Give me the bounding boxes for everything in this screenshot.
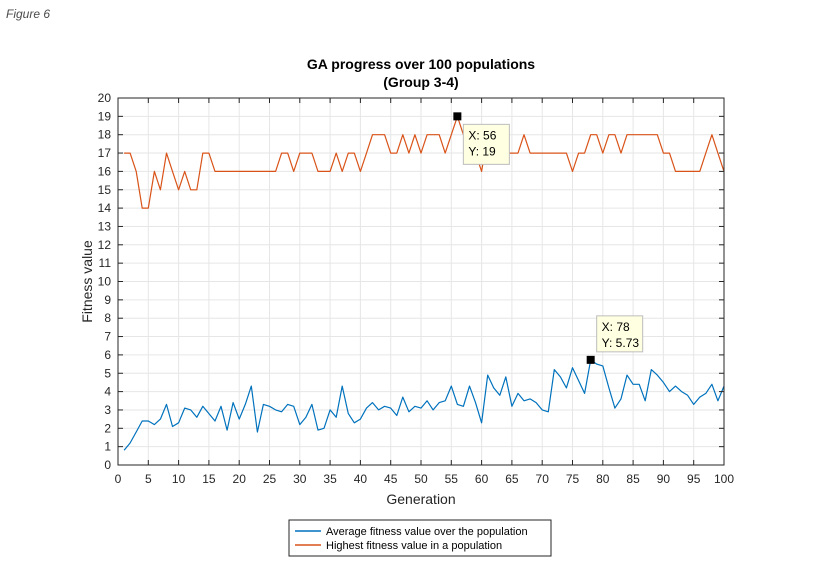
x-tick-label: 40 (354, 472, 368, 486)
y-tick-label: 20 (98, 91, 112, 105)
datatip-y-label: Y: 5.73 (602, 336, 640, 350)
x-tick-label: 35 (323, 472, 337, 486)
x-tick-label: 20 (233, 472, 247, 486)
y-tick-label: 18 (98, 128, 112, 142)
y-tick-label: 9 (104, 293, 111, 307)
y-tick-label: 1 (104, 440, 111, 454)
datatip[interactable]: X: 78 Y: 5.73 (586, 315, 644, 364)
legend-entry-label: Average fitness value over the populatio… (326, 526, 528, 538)
y-tick-label: 4 (104, 385, 111, 399)
datatip-x-label: X: 56 (468, 128, 496, 142)
series-line-average-fitness (123, 359, 725, 451)
chart-title: GA progress over 100 populations (307, 56, 535, 72)
x-tick-label: 55 (445, 472, 459, 486)
x-tick-label: 5 (145, 472, 152, 486)
y-tick-label: 2 (104, 421, 111, 435)
y-tick-label: 10 (98, 275, 112, 289)
y-tick-label: 12 (98, 238, 112, 252)
y-tick-label: 13 (98, 219, 112, 233)
y-tick-label: 6 (104, 348, 111, 362)
x-tick-label: 95 (687, 472, 701, 486)
datatips[interactable]: X: 56 Y: 19 X: 78 Y: 5.73 (453, 112, 644, 364)
x-tick-label: 10 (172, 472, 186, 486)
x-tick-label: 0 (115, 472, 122, 486)
x-tick-label: 15 (202, 472, 216, 486)
legend-entry-label: Highest fitness value in a population (326, 540, 502, 552)
x-tick-label: 90 (657, 472, 671, 486)
y-tick-label: 14 (98, 201, 112, 215)
y-tick-label: 7 (104, 330, 111, 344)
series-line-highest-fitness (124, 115, 725, 209)
x-tick-label: 70 (536, 472, 550, 486)
datatip-x-label: X: 78 (602, 320, 630, 334)
y-tick-label: 17 (98, 146, 112, 160)
x-tick-label: 25 (263, 472, 277, 486)
datatip-marker[interactable] (453, 112, 462, 121)
y-tick-label: 15 (98, 183, 112, 197)
y-tick-label: 0 (104, 458, 111, 472)
x-tick-label: 75 (566, 472, 580, 486)
y-tick-label: 5 (104, 366, 111, 380)
x-axis-label: Generation (386, 491, 455, 507)
legend-box (288, 519, 552, 557)
x-tick-label: 85 (626, 472, 640, 486)
series-lines (123, 115, 725, 451)
x-tick-label: 100 (714, 472, 734, 486)
x-tick-label: 65 (505, 472, 519, 486)
y-axis-label: Fitness value (79, 240, 95, 323)
x-tick-label: 60 (475, 472, 489, 486)
x-tick-label: 45 (384, 472, 398, 486)
chart-subtitle: (Group 3-4) (383, 74, 458, 90)
y-tick-label: 3 (104, 403, 111, 417)
legend: Average fitness value over the populatio… (288, 519, 552, 557)
datatip-box (596, 315, 644, 353)
y-tick-label: 16 (98, 164, 112, 178)
y-tick-label: 11 (99, 256, 112, 270)
datatip-box (462, 123, 510, 165)
x-tick-label: 30 (293, 472, 307, 486)
datatip[interactable]: X: 56 Y: 19 (453, 112, 510, 165)
y-tick-label: 19 (98, 109, 112, 123)
x-tick-label: 50 (414, 472, 428, 486)
figure-caption: Figure 6 (6, 7, 51, 21)
x-tick-label: 80 (596, 472, 610, 486)
datatip-marker[interactable] (586, 355, 595, 364)
datatip-y-label: Y: 19 (468, 144, 496, 158)
y-tick-label: 8 (104, 311, 111, 325)
